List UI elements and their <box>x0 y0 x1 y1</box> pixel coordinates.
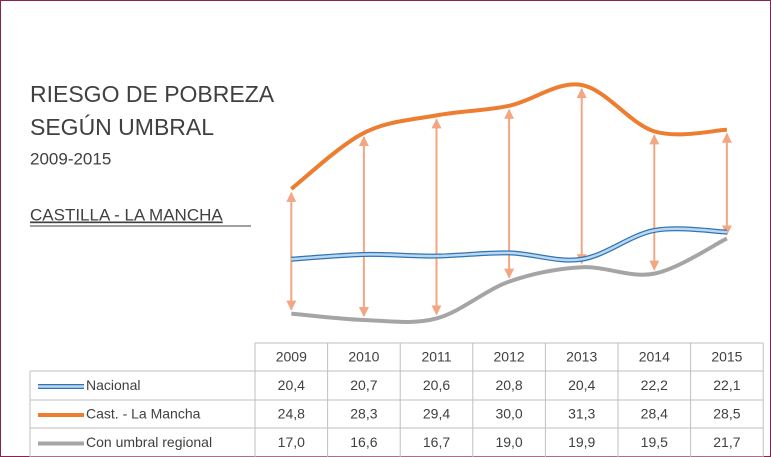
table-value: 28,5 <box>713 406 740 422</box>
table-value: 21,7 <box>713 434 740 450</box>
table-value: 19,9 <box>568 434 595 450</box>
table-value: 31,3 <box>568 406 595 422</box>
series-line <box>290 82 728 191</box>
table-value: 19,5 <box>641 434 668 450</box>
table-value: 22,2 <box>641 377 668 393</box>
table-value: 28,4 <box>641 406 668 422</box>
x-tick-label: 2009 <box>276 349 307 365</box>
table-value: 20,6 <box>423 377 450 393</box>
x-tick-label: 2013 <box>566 349 597 365</box>
table-value: 22,1 <box>713 377 740 393</box>
x-tick-label: 2011 <box>421 349 451 365</box>
table-value: 29,4 <box>423 406 450 422</box>
table-value: 16,6 <box>350 434 377 450</box>
series-line <box>291 227 727 262</box>
legend-label: Cast. - La Mancha <box>86 406 201 422</box>
table-value: 28,3 <box>350 406 377 422</box>
chart-subtitle: 2009-2015 <box>30 149 111 168</box>
table-value: 20,7 <box>350 377 377 393</box>
legend-label: Con umbral regional <box>86 434 212 450</box>
x-tick-label: 2010 <box>348 349 379 365</box>
legend-label: Nacional <box>86 377 140 393</box>
table-value: 16,7 <box>423 434 450 450</box>
table-value: 24,8 <box>278 406 305 422</box>
table-value: 30,0 <box>495 406 522 422</box>
table-value: 17,0 <box>278 434 305 450</box>
chart-title: RIESGO DE POBREZA <box>30 81 275 107</box>
x-tick-label: 2015 <box>711 349 742 365</box>
x-tick-label: 2014 <box>639 349 670 365</box>
table-value: 19,0 <box>495 434 522 450</box>
series-line <box>291 236 728 324</box>
table-value: 20,4 <box>568 377 595 393</box>
chart-title: SEGÚN UMBRAL <box>30 114 214 140</box>
x-tick-label: 2012 <box>494 349 525 365</box>
annotation: CASTILLA - LA MANCHA <box>30 205 223 224</box>
table-value: 20,8 <box>495 377 522 393</box>
table-value: 20,4 <box>278 377 305 393</box>
